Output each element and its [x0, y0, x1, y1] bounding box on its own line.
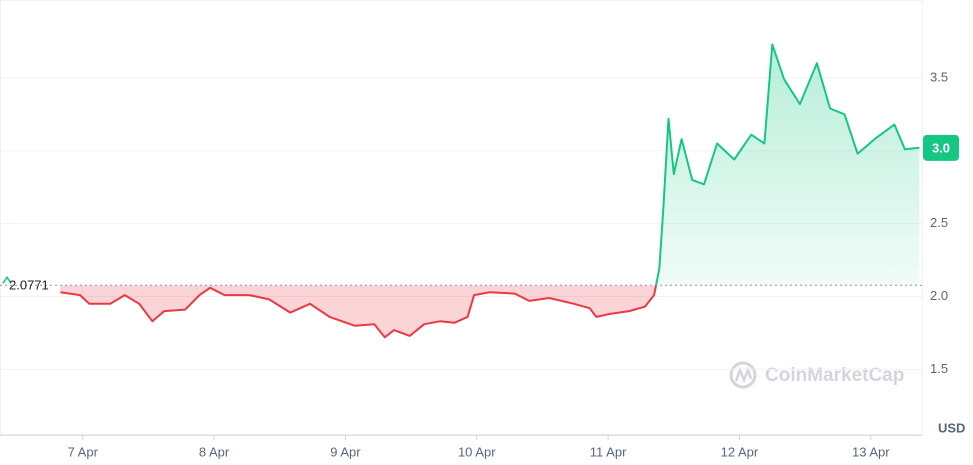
- y-tick-label: 2.0: [930, 288, 948, 303]
- x-tick-label: 13 Apr: [852, 444, 890, 459]
- x-tick-label: 9 Apr: [330, 444, 361, 459]
- x-tick-label: 11 Apr: [590, 444, 627, 459]
- reference-marker: [2, 275, 12, 284]
- x-tick-label: 10 Apr: [458, 444, 496, 459]
- x-tick-label: 12 Apr: [721, 444, 759, 459]
- y-tick-label: 2.5: [930, 215, 948, 230]
- watermark: CoinMarketCap: [729, 361, 904, 389]
- x-tick-label: 8 Apr: [199, 444, 230, 459]
- y-tick-label: 1.5: [930, 361, 948, 376]
- currency-label: USD: [938, 420, 965, 435]
- price-line: [60, 43, 920, 339]
- x-tick-label: 7 Apr: [68, 444, 99, 459]
- reference-label: 2.0771: [9, 278, 49, 293]
- y-tick-label: 3.5: [930, 69, 948, 84]
- price-label: 3.0: [932, 140, 950, 155]
- watermark-text: CoinMarketCap: [765, 365, 904, 386]
- price-badge: [923, 134, 959, 161]
- area: [60, 44, 920, 338]
